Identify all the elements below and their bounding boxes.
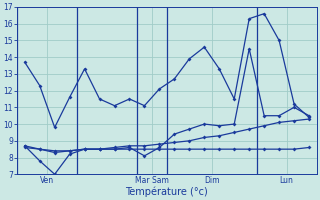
X-axis label: Température (°c): Température (°c) <box>125 186 208 197</box>
